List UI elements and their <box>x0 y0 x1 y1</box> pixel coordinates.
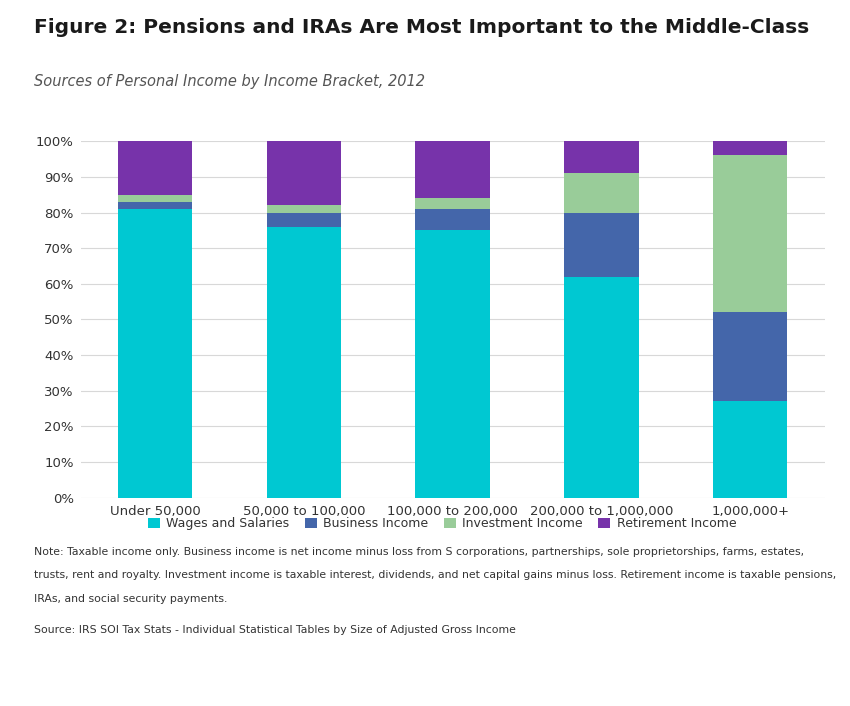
Text: @TaxFoundation: @TaxFoundation <box>714 679 829 693</box>
Text: Figure 2: Pensions and IRAs Are Most Important to the Middle-Class: Figure 2: Pensions and IRAs Are Most Imp… <box>34 18 809 37</box>
Text: Sources of Personal Income by Income Bracket, 2012: Sources of Personal Income by Income Bra… <box>34 74 425 89</box>
Bar <box>416 209 490 230</box>
Text: TAX FOUNDATION: TAX FOUNDATION <box>21 678 181 693</box>
Bar <box>416 230 490 498</box>
Text: trusts, rent and royalty. Investment income is taxable interest, dividends, and : trusts, rent and royalty. Investment inc… <box>34 570 836 580</box>
Bar <box>713 312 787 402</box>
Bar <box>267 141 341 205</box>
Bar <box>713 155 787 312</box>
Bar <box>118 209 192 498</box>
Legend: Wages and Salaries, Business Income, Investment Income, Retirement Income: Wages and Salaries, Business Income, Inv… <box>143 513 741 535</box>
Bar <box>564 213 638 277</box>
Bar <box>416 198 490 209</box>
Bar <box>416 141 490 198</box>
Bar <box>564 173 638 213</box>
Bar <box>564 141 638 173</box>
Bar <box>118 195 192 202</box>
Bar <box>713 402 787 498</box>
Bar <box>267 213 341 227</box>
Text: Note: Taxable income only. Business income is net income minus loss from S corpo: Note: Taxable income only. Business inco… <box>34 547 804 557</box>
Bar <box>118 202 192 209</box>
Bar <box>564 277 638 498</box>
Text: IRAs, and social security payments.: IRAs, and social security payments. <box>34 594 227 604</box>
Bar <box>267 205 341 213</box>
Bar <box>118 141 192 195</box>
Bar <box>713 141 787 155</box>
Text: Source: IRS SOI Tax Stats - Individual Statistical Tables by Size of Adjusted Gr: Source: IRS SOI Tax Stats - Individual S… <box>34 625 516 635</box>
Bar <box>267 227 341 498</box>
